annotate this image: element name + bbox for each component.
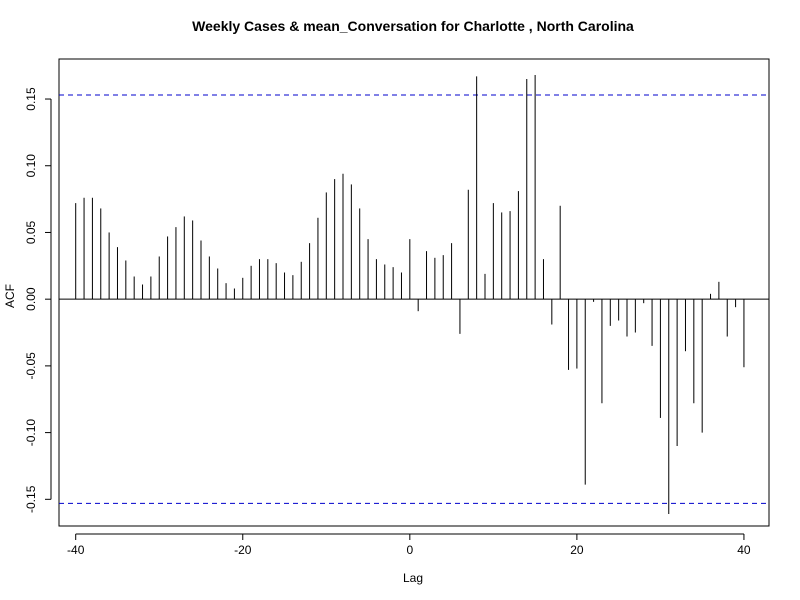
acf-marks [59,75,769,514]
y-tick-label: 0.00 [24,287,38,311]
x-axis-label: Lag [403,571,423,585]
y-tick-label: 0.05 [24,220,38,244]
y-tick-label: -0.10 [24,419,38,447]
y-tick-label: -0.05 [24,352,38,380]
x-tick-label: 0 [406,543,413,557]
plot-frame [58,58,770,527]
y-axis: -0.15 -0.10 -0.05 0.00 0.05 0.10 0.15 [24,87,52,513]
y-tick-label: -0.15 [24,485,38,513]
y-axis-label: ACF [3,284,17,308]
x-tick-label: 20 [570,543,584,557]
y-tick-label: 0.15 [24,87,38,111]
chart-title: Weekly Cases & mean_Conversation for Cha… [192,18,634,34]
x-axis: -40 -20 0 20 40 [67,533,751,557]
x-tick-label: -40 [67,543,85,557]
y-tick-label: 0.10 [24,154,38,178]
x-tick-label: 40 [737,543,751,557]
x-tick-label: -20 [234,543,252,557]
